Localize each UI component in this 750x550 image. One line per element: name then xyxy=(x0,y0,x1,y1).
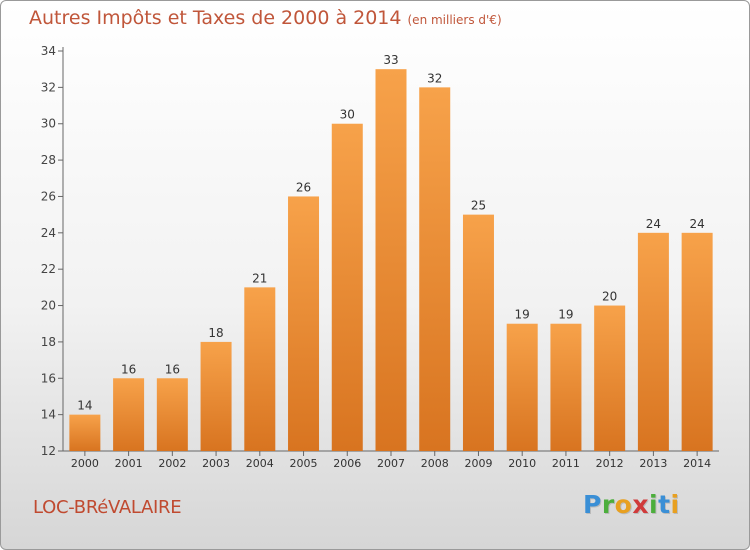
bar xyxy=(594,305,626,451)
bar-value-label: 20 xyxy=(602,290,617,304)
x-tick-label: 2003 xyxy=(202,457,230,470)
logo-letter: r xyxy=(601,490,615,519)
y-tick-label: 22 xyxy=(41,262,56,276)
x-tick-label: 2006 xyxy=(333,457,361,470)
bar xyxy=(331,123,363,452)
bar xyxy=(462,214,494,451)
x-tick-label: 2008 xyxy=(421,457,449,470)
bar-value-label: 30 xyxy=(340,108,355,122)
chart-title-text: Autres Impôts et Taxes de 2000 à 2014 xyxy=(29,7,402,29)
bar-value-label: 16 xyxy=(121,362,136,376)
x-tick-label: 2014 xyxy=(683,457,711,470)
logo-letter: i xyxy=(670,490,680,519)
y-tick-label: 12 xyxy=(41,444,56,458)
bar xyxy=(156,378,188,451)
bar xyxy=(506,323,538,451)
logo-letter: t xyxy=(658,490,671,519)
x-tick-label: 2009 xyxy=(464,457,492,470)
bar xyxy=(288,196,320,451)
commune-name: LOC-BRéVALAIRE xyxy=(33,497,182,518)
x-tick-label: 2002 xyxy=(158,457,186,470)
y-tick-label: 16 xyxy=(41,371,56,385)
logo-letter: x xyxy=(632,490,649,519)
bar-value-label: 19 xyxy=(515,308,530,322)
bar-value-label: 24 xyxy=(646,217,661,231)
logo-letter: P xyxy=(583,490,602,519)
x-tick-label: 2007 xyxy=(377,457,405,470)
bar xyxy=(419,87,451,451)
x-tick-label: 2004 xyxy=(246,457,274,470)
y-tick-label: 34 xyxy=(41,44,56,58)
bar-value-label: 25 xyxy=(471,199,486,213)
bar-value-label: 16 xyxy=(165,362,180,376)
y-tick-label: 18 xyxy=(41,335,56,349)
x-tick-label: 2001 xyxy=(115,457,143,470)
x-tick-label: 2011 xyxy=(552,457,580,470)
y-tick-label: 26 xyxy=(41,189,56,203)
y-tick-label: 30 xyxy=(41,117,56,131)
y-tick-label: 14 xyxy=(41,408,56,422)
logo-letter: i xyxy=(649,490,659,519)
bar-value-label: 33 xyxy=(383,53,398,67)
bar xyxy=(244,287,276,451)
x-tick-label: 2005 xyxy=(290,457,318,470)
bar-value-label: 26 xyxy=(296,180,311,194)
x-tick-label: 2010 xyxy=(508,457,536,470)
x-tick-label: 2012 xyxy=(596,457,624,470)
logo-letter: o xyxy=(614,490,633,519)
bar-value-label: 14 xyxy=(77,399,92,413)
bar xyxy=(69,414,101,451)
bar xyxy=(681,232,713,451)
y-tick-label: 24 xyxy=(41,226,56,240)
y-tick-label: 20 xyxy=(41,299,56,313)
bar xyxy=(375,69,407,451)
chart-unit: (en milliers d'€) xyxy=(407,13,502,27)
bar-value-label: 24 xyxy=(689,217,704,231)
y-tick-label: 28 xyxy=(41,153,56,167)
bar-value-label: 18 xyxy=(208,326,223,340)
x-tick-label: 2000 xyxy=(71,457,99,470)
proxiti-logo: Proxiti xyxy=(583,490,680,519)
y-tick-label: 32 xyxy=(41,80,56,94)
bar xyxy=(200,341,232,451)
bar xyxy=(550,323,582,451)
chart-title: Autres Impôts et Taxes de 2000 à 2014 (en… xyxy=(29,7,502,29)
bar xyxy=(637,232,669,451)
bar-value-label: 32 xyxy=(427,71,442,85)
x-tick-label: 2013 xyxy=(639,457,667,470)
bar xyxy=(113,378,145,451)
bar-value-label: 21 xyxy=(252,271,267,285)
bar-value-label: 19 xyxy=(558,308,573,322)
